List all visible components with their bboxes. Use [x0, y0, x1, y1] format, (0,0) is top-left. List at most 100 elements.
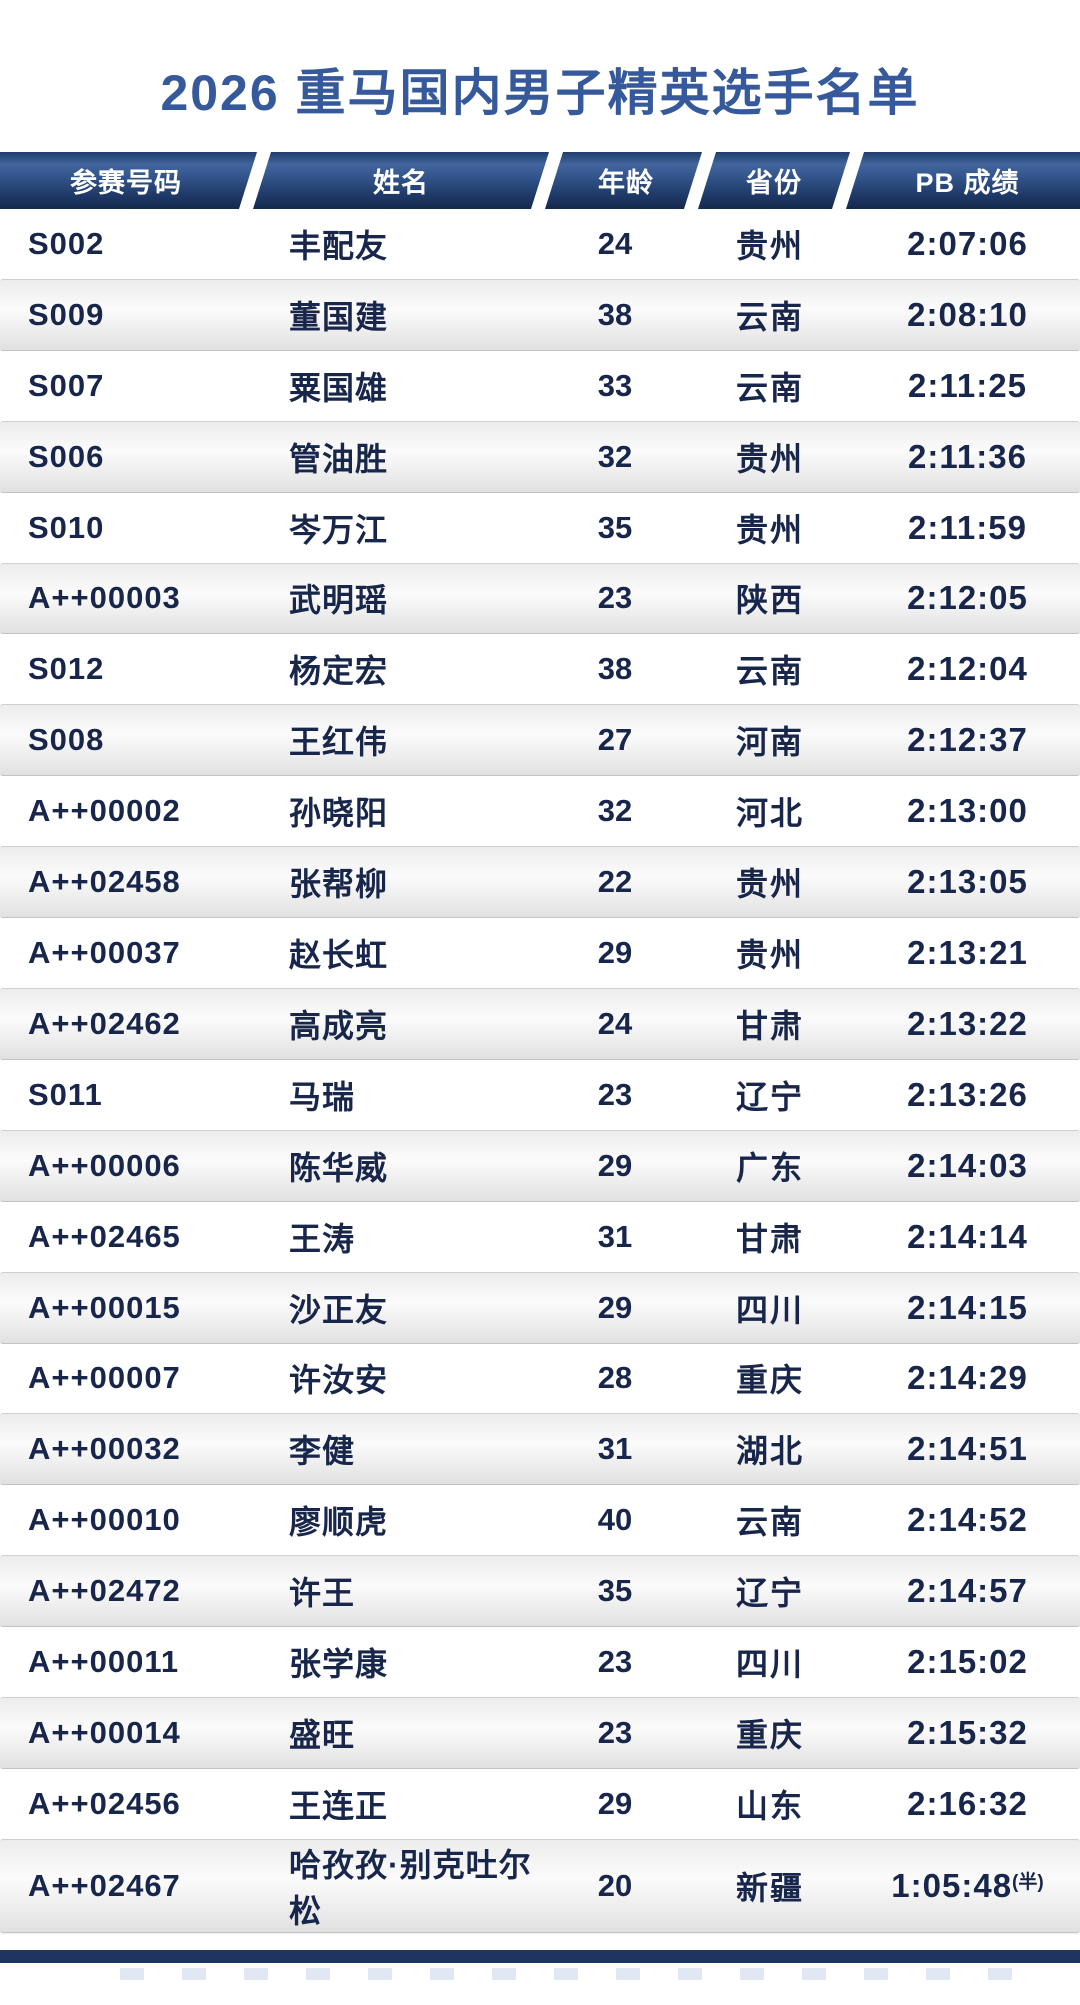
table-row: A++00007 许汝安 28 重庆 2:14:29	[0, 1343, 1080, 1414]
name-cell: 廖顺虎	[289, 1504, 389, 1541]
bib-cell: A++02472	[28, 1573, 181, 1609]
age-cell: 27	[597, 722, 633, 758]
bib-cell: S012	[28, 651, 105, 687]
table-row: A++00010 廖顺虎 40 云南 2:14:52	[0, 1485, 1080, 1556]
age-cell: 23	[597, 1714, 633, 1750]
province-cell: 云南	[735, 653, 804, 690]
pb-value: 2:12:05	[907, 579, 1028, 617]
pb-cell: 2:14:29	[855, 1359, 1080, 1397]
table-row: A++00003 武明瑶 23 陕西 2:12:05	[0, 562, 1080, 635]
age-cell: 20	[597, 1867, 633, 1903]
header-cell-pb: PB 成绩	[846, 152, 1080, 209]
pb-cell: 2:11:59	[855, 509, 1080, 547]
bib-cell: A++00006	[28, 1147, 181, 1183]
bib-cell: A++02458	[28, 864, 181, 900]
table-row: A++00002 孙晓阳 32 河北 2:13:00	[0, 776, 1080, 847]
pb-value: 2:13:05	[907, 863, 1028, 901]
bib-cell: A++00011	[28, 1644, 180, 1680]
header-cell-name: 姓名	[253, 152, 549, 209]
bib-cell: S002	[28, 225, 105, 261]
age-cell: 29	[597, 935, 633, 971]
footer-watermark	[120, 1968, 1040, 1980]
bib-cell: S008	[28, 722, 105, 758]
pb-value: 2:14:52	[907, 1501, 1028, 1539]
table-row: S012 杨定宏 38 云南 2:12:04	[0, 634, 1080, 705]
header-cell-province: 省份	[698, 152, 850, 209]
table-row: S007 粟国雄 33 云南 2:11:25	[0, 350, 1080, 421]
name-cell: 陈华威	[289, 1149, 389, 1186]
pb-value: 2:15:32	[907, 1713, 1028, 1751]
pb-value: 2:14:51	[907, 1430, 1028, 1468]
name-cell: 张学康	[289, 1646, 389, 1683]
table-row: A++02467 哈孜孜·别克吐尔松 20 新疆 1:05:48(半)	[0, 1838, 1080, 1933]
header-label-province: 省份	[746, 168, 802, 198]
age-cell: 28	[597, 1360, 633, 1396]
pb-cell: 2:14:14	[855, 1218, 1080, 1256]
province-cell: 云南	[735, 298, 804, 335]
province-cell: 贵州	[735, 937, 804, 974]
table-row: S002 丰配友 24 贵州 2:07:06	[0, 209, 1080, 279]
pb-value: 2:08:10	[907, 295, 1028, 333]
pb-value: 2:14:29	[907, 1359, 1028, 1397]
pb-cell: 2:15:32	[855, 1714, 1080, 1752]
name-cell: 丰配友	[289, 227, 389, 264]
bib-cell: A++02462	[28, 1005, 181, 1041]
pb-value: 2:07:06	[907, 224, 1028, 262]
bib-cell: A++00003	[28, 580, 181, 616]
pb-value: 2:13:26	[907, 1075, 1028, 1113]
header-label-age: 年龄	[598, 168, 654, 198]
table-row: A++02458 张帮柳 22 贵州 2:13:05	[0, 846, 1080, 919]
table-row: A++02456 王连正 29 山东 2:16:32	[0, 1768, 1080, 1839]
bib-cell: A++00037	[28, 935, 181, 971]
age-cell: 23	[597, 580, 633, 616]
bib-cell: S006	[28, 438, 105, 474]
bib-cell: A++02456	[28, 1785, 181, 1821]
province-cell: 辽宁	[735, 1078, 804, 1115]
bib-cell: A++02465	[28, 1218, 181, 1254]
pb-cell: 2:14:52	[855, 1501, 1080, 1539]
province-cell: 贵州	[735, 866, 804, 903]
bib-cell: A++00007	[28, 1360, 181, 1396]
name-cell: 杨定宏	[289, 653, 389, 690]
header-label-name: 姓名	[373, 168, 429, 198]
province-cell: 云南	[735, 369, 804, 406]
age-cell: 33	[597, 367, 633, 403]
name-cell: 沙正友	[289, 1291, 389, 1328]
pb-cell: 2:12:05	[855, 579, 1080, 617]
province-cell: 贵州	[735, 227, 804, 264]
province-cell: 重庆	[735, 1716, 804, 1753]
age-cell: 32	[597, 793, 633, 829]
header-cell-bib: 参赛号码	[0, 152, 257, 209]
pb-cell: 2:14:15	[855, 1289, 1080, 1327]
name-cell: 王连正	[289, 1787, 389, 1824]
province-cell: 重庆	[735, 1362, 804, 1399]
age-cell: 38	[597, 296, 633, 332]
pb-value: 2:13:00	[907, 792, 1028, 830]
pb-cell: 2:12:37	[855, 721, 1080, 759]
footer-bar	[0, 1950, 1080, 1963]
bib-cell: S009	[28, 296, 105, 332]
age-cell: 23	[597, 1076, 633, 1112]
pb-value: 2:15:02	[907, 1643, 1028, 1681]
pb-cell: 2:13:22	[855, 1005, 1080, 1043]
table-row: A++00011 张学康 23 四川 2:15:02	[0, 1627, 1080, 1698]
name-cell: 李健	[289, 1433, 356, 1470]
pb-cell: 2:12:04	[855, 650, 1080, 688]
table-row: A++00014 盛旺 23 重庆 2:15:32	[0, 1697, 1080, 1769]
pb-cell: 2:08:10	[855, 296, 1080, 334]
table-row: A++00006 陈华威 29 广东 2:14:03	[0, 1129, 1080, 1202]
pb-value: 2:16:32	[907, 1784, 1028, 1822]
province-cell: 山东	[735, 1787, 804, 1824]
bib-cell: A++00014	[28, 1714, 181, 1750]
table-row: A++00032 李健 31 湖北 2:14:51	[0, 1413, 1080, 1486]
bib-cell: A++02467	[28, 1867, 181, 1903]
province-cell: 贵州	[735, 440, 804, 477]
age-cell: 29	[597, 1289, 633, 1325]
province-cell: 陕西	[735, 582, 804, 619]
name-cell: 王涛	[289, 1220, 356, 1257]
name-cell: 管油胜	[289, 440, 389, 477]
header-label-pb: PB 成绩	[915, 168, 1020, 198]
age-cell: 29	[597, 1785, 633, 1821]
age-cell: 24	[597, 1005, 633, 1041]
pb-cell: 2:13:00	[855, 792, 1080, 830]
